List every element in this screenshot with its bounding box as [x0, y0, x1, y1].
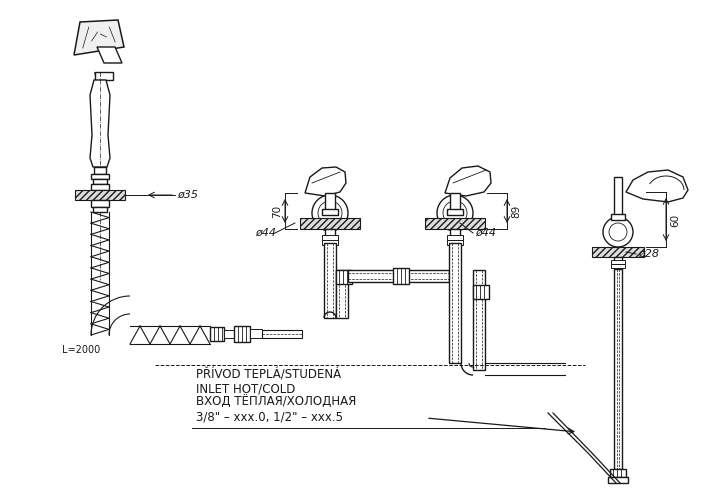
Bar [91, 200, 109, 207]
Bar [93, 179, 107, 184]
Text: 3/8" – xxx.0, 1/2" – xxx.5: 3/8" – xxx.0, 1/2" – xxx.5 [196, 410, 343, 423]
Bar [592, 247, 644, 257]
Bar [447, 209, 463, 215]
Bar [250, 329, 262, 338]
Bar [473, 270, 485, 370]
Polygon shape [626, 170, 688, 202]
Bar [94, 167, 106, 174]
Bar [322, 235, 338, 240]
Circle shape [437, 195, 473, 231]
Bar [447, 235, 463, 240]
Bar [348, 270, 449, 282]
Bar [450, 229, 460, 243]
Bar [336, 270, 352, 284]
Bar [91, 174, 109, 179]
Polygon shape [90, 80, 110, 167]
Text: ВХОД ТЁПЛАЯ/ХОЛОДНАЯ: ВХОД ТЁПЛАЯ/ХОЛОДНАЯ [196, 396, 356, 409]
Bar [91, 184, 109, 190]
Bar [224, 330, 234, 338]
Circle shape [312, 195, 348, 231]
Text: ø44: ø44 [255, 228, 276, 238]
Bar [234, 326, 250, 342]
Text: L=2000: L=2000 [62, 345, 100, 355]
Bar [425, 218, 485, 229]
Bar [610, 469, 626, 477]
Bar [447, 240, 463, 245]
Bar [611, 214, 625, 220]
Bar [614, 257, 622, 269]
Bar [322, 240, 338, 245]
Text: INLET HOT/COLD: INLET HOT/COLD [196, 382, 296, 395]
Circle shape [609, 223, 627, 241]
Polygon shape [305, 167, 346, 196]
Bar [611, 264, 625, 268]
Bar [322, 209, 338, 215]
Bar [608, 477, 628, 483]
Bar [325, 193, 335, 213]
Polygon shape [74, 20, 124, 55]
Bar [210, 327, 224, 341]
Bar [75, 190, 125, 200]
Bar [300, 218, 360, 229]
Bar [614, 177, 622, 217]
Bar [336, 270, 348, 318]
Polygon shape [445, 166, 491, 196]
Bar [325, 229, 335, 243]
Bar [449, 243, 461, 363]
Text: ø28: ø28 [638, 249, 659, 259]
Text: ø35: ø35 [177, 190, 198, 200]
Text: PŘÍVOD TEPLÁ/STUDENÁ: PŘÍVOD TEPLÁ/STUDENÁ [196, 368, 341, 381]
Text: 89: 89 [511, 204, 521, 218]
Circle shape [443, 201, 467, 225]
Bar [473, 285, 489, 299]
Circle shape [318, 201, 342, 225]
Polygon shape [97, 47, 122, 63]
Bar [95, 72, 113, 80]
Bar [393, 268, 409, 284]
Bar [93, 207, 107, 212]
Bar [262, 330, 302, 338]
Bar [450, 193, 460, 213]
Bar [324, 243, 336, 318]
Text: 70: 70 [272, 204, 282, 218]
Text: 60: 60 [670, 213, 680, 227]
Bar [611, 260, 625, 264]
Circle shape [603, 217, 633, 247]
Text: ø44: ø44 [475, 228, 496, 238]
Bar [614, 269, 622, 469]
